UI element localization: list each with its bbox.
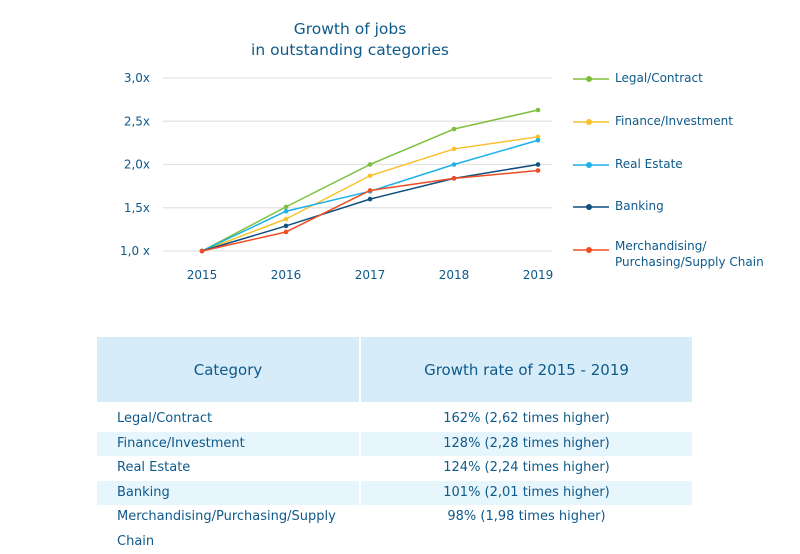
data-point: [535, 168, 541, 173]
category-cell: Banking: [97, 480, 361, 505]
data-point: [283, 216, 289, 222]
legend-item-merchandising: Merchandising/ Purchasing/Supply Chain: [573, 239, 764, 269]
spacer: [97, 402, 361, 407]
data-point: [367, 188, 373, 193]
y-axis-ticks: 1,0 x 1,5x 2,0x 2,5x 3,0x: [120, 71, 150, 258]
category-cell: Real Estate: [97, 456, 361, 481]
legend-item-banking: Banking: [573, 198, 664, 216]
legend-marker-icon: [573, 162, 609, 168]
x-tick-label: 2018: [439, 268, 470, 282]
data-point: [451, 126, 457, 132]
legend-marker-icon: [573, 76, 609, 82]
series-merchandising-purchasing-supply-chain: [199, 168, 541, 254]
series-line: [201, 136, 539, 252]
legend-label: Real Estate: [615, 157, 683, 171]
legend-item-legal-contract: Legal/Contract: [573, 70, 703, 88]
data-point: [283, 229, 289, 235]
data-point: [451, 176, 457, 181]
y-tick-label: 1,5x: [124, 201, 150, 215]
table-row: Legal/Contract 162% (2,62 times higher): [97, 407, 692, 432]
legend-item-real-estate: Real Estate: [573, 156, 683, 174]
data-point: [283, 204, 289, 210]
data-point: [367, 173, 373, 179]
data-point: [535, 162, 541, 167]
table-row: Finance/Investment 128% (2,28 times high…: [97, 431, 692, 456]
legend-label: Merchandising/: [615, 239, 707, 253]
data-point: [535, 134, 541, 140]
legend-label: Banking: [615, 199, 664, 213]
y-tick-label: 2,0x: [124, 158, 150, 172]
growth-cell: 124% (2,24 times higher): [443, 460, 610, 475]
data-point: [283, 223, 289, 229]
growth-cell: 128% (2,28 times higher): [360, 431, 692, 456]
data-point: [451, 162, 457, 167]
legend-marker-icon: [573, 204, 609, 210]
legend-item-finance-investment: Finance/Investment: [573, 113, 733, 131]
y-tick-label: 2,5x: [124, 114, 150, 128]
category-cell: Legal/Contract: [97, 407, 361, 432]
legend-label: Legal/Contract: [615, 71, 703, 85]
data-point: [367, 162, 373, 167]
data-point: [535, 107, 541, 113]
growth-cell: 162% (2,62 times higher): [443, 411, 610, 426]
series-line: [201, 109, 539, 252]
x-axis-ticks: 2015 2016 2017 2018 2019: [187, 268, 554, 282]
data-point: [283, 208, 289, 214]
growth-table: Category Growth rate of 2015 - 2019 Lega…: [97, 337, 692, 554]
series-finance-investment: [199, 134, 541, 254]
chart-title-line-1: Growth of jobs: [293, 20, 407, 38]
legend-marker-icon: [573, 119, 609, 125]
x-tick-label: 2017: [355, 268, 386, 282]
table-header-row: Category Growth rate of 2015 - 2019: [97, 337, 692, 402]
gridlines: [163, 77, 552, 252]
x-tick-label: 2016: [271, 268, 302, 282]
x-tick-label: 2015: [187, 268, 218, 282]
series-legal-contract: [199, 107, 541, 254]
chart-title-line-2: in outstanding categories: [251, 41, 449, 59]
category-cell: Merchandising/Purchasing/Supply Chain: [97, 505, 361, 554]
table-row: Real Estate 124% (2,24 times higher): [97, 456, 692, 481]
data-point: [451, 146, 457, 152]
legend-label: Finance/Investment: [615, 114, 733, 128]
growth-cell: 101% (2,01 times higher): [360, 480, 692, 505]
series-line: [201, 139, 539, 252]
growth-cell: 98% (1,98 times higher): [447, 509, 606, 524]
line-chart: 1,0 x1,5x2,0x2,5x3,0x 2015 2016 2017 2018 20…: [120, 71, 554, 282]
legend-label: Purchasing/Supply Chain: [615, 255, 764, 269]
header-category: Category: [97, 337, 361, 402]
table-row: Banking 101% (2,01 times higher): [97, 480, 692, 505]
data-point: [535, 137, 541, 143]
y-tick-label: 1,0 x: [120, 244, 150, 258]
category-cell: Finance/Investment: [97, 431, 361, 456]
table-row: Merchandising/Purchasing/Supply Chain 98…: [97, 505, 692, 554]
x-tick-label: 2019: [523, 268, 554, 282]
data-point: [199, 248, 205, 254]
series-lines: [199, 107, 541, 254]
y-tick-label: 3,0x: [124, 71, 150, 85]
series-line: [201, 169, 539, 252]
header-growth-rate: Growth rate of 2015 - 2019: [360, 337, 692, 402]
data-point: [367, 196, 373, 202]
legend-marker-icon: [573, 247, 609, 253]
